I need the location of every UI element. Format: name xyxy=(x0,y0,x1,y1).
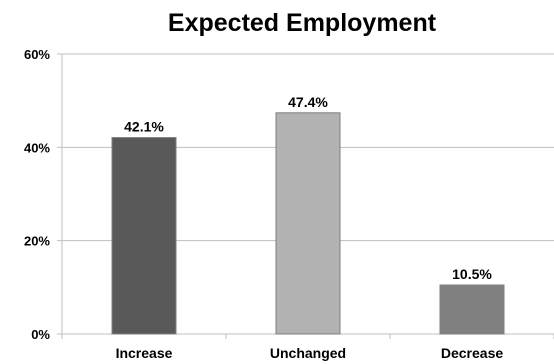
category-label: Increase xyxy=(116,345,173,361)
chart-title: Expected Employment xyxy=(168,9,437,37)
y-tick-label: 20% xyxy=(24,234,50,249)
y-axis-ticks: 0% 20% 40% 60% xyxy=(24,47,50,342)
y-tick-label: 0% xyxy=(31,327,50,342)
bars xyxy=(111,112,505,335)
y-tick-label: 40% xyxy=(24,140,50,155)
bar-decrease xyxy=(439,284,505,335)
category-label: Decrease xyxy=(441,345,503,361)
y-tick-label: 60% xyxy=(24,47,50,62)
data-label: 42.1% xyxy=(124,119,164,135)
bar-increase xyxy=(111,137,177,335)
x-axis-categories: Increase Unchanged Decrease xyxy=(116,345,504,361)
data-label: 47.4% xyxy=(288,94,328,110)
data-label: 10.5% xyxy=(452,266,492,282)
category-label: Unchanged xyxy=(270,345,346,361)
data-labels: 42.1% 47.4% 10.5% xyxy=(124,94,492,282)
bar-unchanged xyxy=(275,112,341,335)
